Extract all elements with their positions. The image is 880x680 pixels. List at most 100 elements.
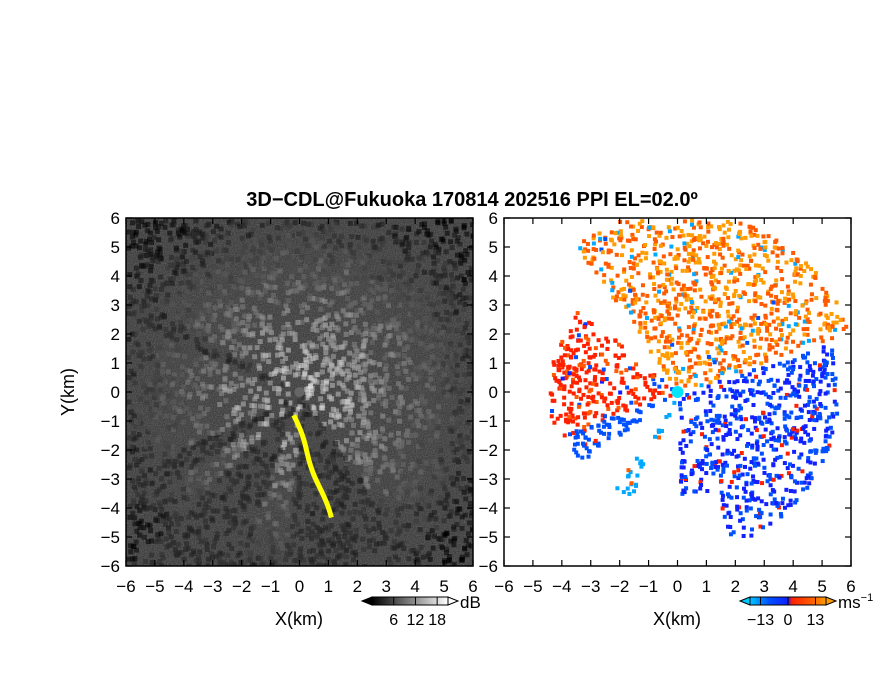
velocity-cell <box>744 505 749 510</box>
velocity-cell <box>599 395 604 400</box>
reflectivity-cell <box>294 288 300 294</box>
reflectivity-cell <box>405 504 411 510</box>
reflectivity-cell <box>342 489 348 495</box>
reflectivity-cell <box>331 449 337 455</box>
velocity-cell <box>789 370 794 375</box>
reflectivity-cell <box>378 498 384 504</box>
velocity-cell <box>778 386 783 391</box>
velocity-cell <box>648 373 653 378</box>
reflectivity-cell <box>354 275 360 281</box>
velocity-cell <box>779 473 784 478</box>
velocity-cell <box>747 281 752 286</box>
reflectivity-cell <box>307 293 313 299</box>
reflectivity-cell <box>147 355 153 361</box>
reflectivity-cell <box>133 487 139 493</box>
reflectivity-cell <box>286 242 292 248</box>
reflectivity-cell <box>372 548 378 554</box>
reflectivity-cell <box>468 334 473 340</box>
reflectivity-cell <box>280 358 286 364</box>
reflectivity-cell <box>196 429 202 435</box>
reflectivity-cell <box>199 261 205 267</box>
velocity-cell <box>743 489 748 494</box>
velocity-cell <box>721 243 726 248</box>
reflectivity-cell <box>323 260 329 266</box>
reflectivity-cell <box>459 409 465 415</box>
velocity-cell <box>774 473 779 478</box>
velocity-cell <box>626 303 631 308</box>
reflectivity-cell <box>352 509 358 515</box>
reflectivity-cell <box>193 557 199 563</box>
velocity-cell <box>656 316 661 321</box>
reflectivity-cell <box>454 408 460 414</box>
reflectivity-cell <box>154 316 160 322</box>
velocity-cell <box>738 330 743 335</box>
reflectivity-cell <box>135 419 141 425</box>
velocity-cell <box>768 521 773 526</box>
velocity-cell <box>753 497 758 502</box>
y-tick-label-left: −2 <box>101 441 120 460</box>
reflectivity-cell <box>266 297 272 303</box>
reflectivity-cell <box>309 222 315 228</box>
velocity-cell <box>749 233 754 238</box>
reflectivity-cell <box>179 345 185 351</box>
reflectivity-cell <box>237 437 243 443</box>
reflectivity-cell <box>401 546 407 552</box>
velocity-cell <box>619 235 624 240</box>
reflectivity-cell <box>330 258 336 264</box>
reflectivity-cell <box>244 542 250 548</box>
reflectivity-cell <box>380 386 386 392</box>
velocity-cell <box>616 355 621 360</box>
velocity-cell <box>576 415 581 420</box>
reflectivity-cell <box>174 378 180 384</box>
velocity-cell <box>682 241 687 246</box>
velocity-cell <box>621 244 626 249</box>
reflectivity-cell <box>138 408 144 414</box>
reflectivity-cell <box>296 231 302 237</box>
reflectivity-cell <box>269 456 275 462</box>
velocity-cell <box>596 423 601 428</box>
reflectivity-cell <box>447 513 453 519</box>
velocity-cell <box>776 299 781 304</box>
reflectivity-cell <box>137 507 143 513</box>
reflectivity-cell <box>228 274 234 280</box>
velocity-cell <box>786 289 791 294</box>
reflectivity-cell <box>134 503 140 509</box>
velocity-cell <box>576 375 581 380</box>
reflectivity-cell <box>452 458 458 464</box>
reflectivity-cell <box>409 403 415 409</box>
reflectivity-cell <box>448 509 454 515</box>
reflectivity-cell <box>150 323 156 329</box>
reflectivity-cell <box>404 281 410 287</box>
velocity-cell <box>550 398 555 403</box>
reflectivity-cell <box>449 452 455 458</box>
velocity-cell <box>674 296 679 301</box>
colorbar-tick-label: 12 <box>407 612 425 629</box>
velocity-cell <box>662 345 667 350</box>
reflectivity-cell <box>297 556 303 562</box>
reflectivity-cell <box>129 243 135 249</box>
velocity-cell <box>713 241 718 246</box>
reflectivity-cell <box>200 258 206 264</box>
velocity-cell <box>741 263 746 268</box>
reflectivity-cell <box>345 280 351 286</box>
velocity-cell <box>713 278 718 283</box>
reflectivity-cell <box>165 292 171 298</box>
reflectivity-cell <box>196 525 202 531</box>
velocity-cell <box>808 460 813 465</box>
reflectivity-cell <box>459 525 465 531</box>
reflectivity-cell <box>300 403 306 409</box>
reflectivity-cell <box>454 252 460 258</box>
velocity-cell <box>786 471 791 476</box>
reflectivity-cell <box>285 431 291 437</box>
reflectivity-cell <box>139 425 145 431</box>
velocity-cell <box>723 460 728 465</box>
velocity-cell <box>717 459 722 464</box>
velocity-cell <box>670 337 675 342</box>
velocity-cell <box>662 261 667 266</box>
reflectivity-cell <box>424 231 430 237</box>
velocity-cell <box>753 299 758 304</box>
reflectivity-cell <box>295 280 301 286</box>
reflectivity-cell <box>147 505 153 511</box>
reflectivity-cell <box>413 376 419 382</box>
